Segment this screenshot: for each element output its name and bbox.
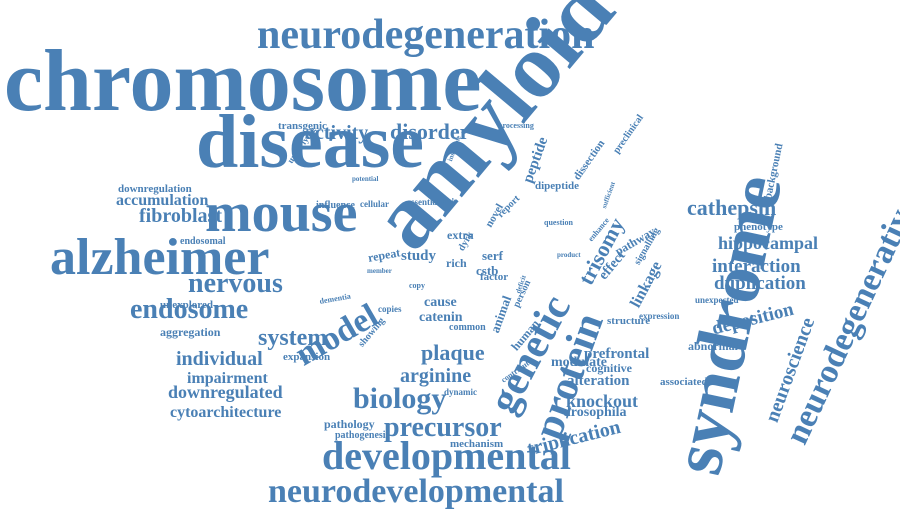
word-fibroblast: fibroblast	[139, 205, 222, 227]
word-question: question	[544, 218, 573, 227]
word-aggregation: aggregation	[160, 325, 221, 339]
word-cytoarchitecture: cytoarchitecture	[170, 404, 282, 421]
word-essential: essential	[407, 197, 440, 207]
word-animal: animal	[487, 293, 515, 335]
word-interaction: interaction	[712, 256, 801, 277]
word-knockout: knockout	[566, 391, 639, 411]
word-cstb: cstb	[476, 263, 499, 278]
word-processing: processing	[498, 121, 534, 130]
word-catenin: catenin	[419, 310, 463, 325]
word-alteration: alteration	[567, 373, 630, 389]
word-multiple: multiple	[432, 197, 457, 205]
word-common: common	[449, 322, 486, 333]
word-dementia: dementia	[318, 291, 352, 306]
word-prefrontal: prefrontal	[584, 346, 650, 362]
word-pathogenesis: pathogenesis	[335, 430, 390, 441]
word-cognitive: cognitive	[586, 361, 632, 375]
word-cathepsin: cathepsin	[687, 195, 777, 220]
word-repeat: repeat	[366, 245, 402, 265]
word-sufficient: sufficient	[600, 180, 618, 210]
word-cause: cause	[424, 295, 457, 310]
word-downregulated: downregulated	[168, 382, 283, 402]
word-serf: serf	[482, 248, 503, 263]
word-precursor: precursor	[384, 412, 502, 443]
word-influence: influence	[316, 200, 355, 211]
word-disorder: disorder	[390, 119, 470, 144]
word-report: report	[495, 193, 523, 221]
word-system: system	[258, 325, 328, 351]
word-mouse: mouse	[205, 182, 358, 244]
word-endosome: endosome	[130, 294, 249, 325]
word-expansion: expansion	[283, 351, 331, 363]
word-individual: individual	[176, 348, 263, 370]
word-drosophila: drosophila	[563, 405, 627, 420]
word-biology: biology	[353, 382, 447, 415]
word-product: product	[557, 251, 581, 259]
word-cellular: cellular	[360, 199, 389, 209]
word-chromosome: chromosome	[4, 33, 482, 130]
word-impairment: impairment	[187, 370, 268, 387]
word-potential: potential	[352, 175, 379, 183]
word-dynamic: dynamic	[444, 387, 478, 397]
word-mechanism: mechanism	[450, 438, 504, 450]
word-copies: copies	[378, 304, 402, 314]
word-developmental: developmental	[322, 433, 571, 478]
word-pathology: pathology	[324, 417, 375, 431]
word-plaque: plaque	[421, 340, 485, 365]
word-alzheimer: alzheimer	[50, 229, 270, 286]
word-transgenic: transgenic	[278, 120, 327, 132]
word-arginine: arginine	[400, 365, 472, 387]
word-structure: structure	[607, 315, 651, 327]
word-phenotype: phenotype	[734, 221, 783, 233]
word-abnormal: abnormal	[688, 339, 739, 353]
word-modulate: modulate	[551, 355, 607, 370]
word-endosomal: endosomal	[180, 236, 226, 247]
word-nervous: nervous	[188, 268, 283, 299]
word-disease: disease	[196, 100, 424, 184]
word-hippocampal: hippocampal	[718, 233, 819, 253]
word-copy: copy	[409, 281, 425, 290]
word-linkage: linkage	[627, 258, 666, 311]
word-expression: expression	[639, 311, 680, 321]
word-unexplored: unexplored	[160, 299, 213, 311]
word-duplication: duplication	[714, 273, 806, 294]
word-dipeptide: dipeptide	[535, 180, 580, 192]
word-preclinical: preclinical	[611, 112, 646, 156]
word-study: study	[401, 248, 437, 264]
word-member: member	[367, 267, 392, 275]
word-unexpected: unexpected	[695, 295, 739, 305]
word-extra: extra	[447, 228, 474, 242]
word-dissection: dissection	[571, 137, 608, 183]
word-associated: associated	[660, 376, 708, 388]
word-neurodevelopmental: neurodevelopmental	[268, 473, 564, 510]
word-downregulation: downregulation	[118, 183, 192, 195]
word-neurodegeneration: neurodegeneration	[257, 12, 595, 58]
word-activity: activity	[305, 122, 369, 144]
word-rich: rich	[446, 256, 467, 270]
word-accumulation: accumulation	[116, 192, 209, 209]
word-factor: factor	[480, 271, 509, 283]
